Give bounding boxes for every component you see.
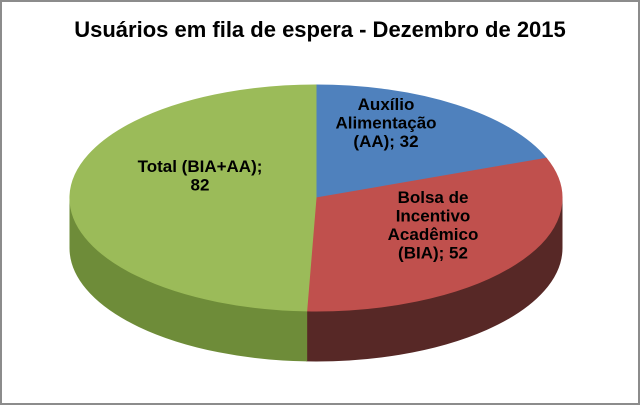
pie-slice-aa	[315, 84, 548, 199]
pie-slice-bia	[306, 157, 563, 312]
data-label-aa: Auxílio Alimentação (AA); 32	[335, 95, 436, 151]
chart-title: Usuários em fila de espera - Dezembro de…	[74, 17, 566, 42]
data-label-total: Total (BIA+AA); 82	[138, 157, 263, 195]
pie-slice-total	[69, 84, 317, 312]
data-label-bia: Bolsa de Incentivo Acadêmico (BIA); 52	[388, 188, 479, 263]
